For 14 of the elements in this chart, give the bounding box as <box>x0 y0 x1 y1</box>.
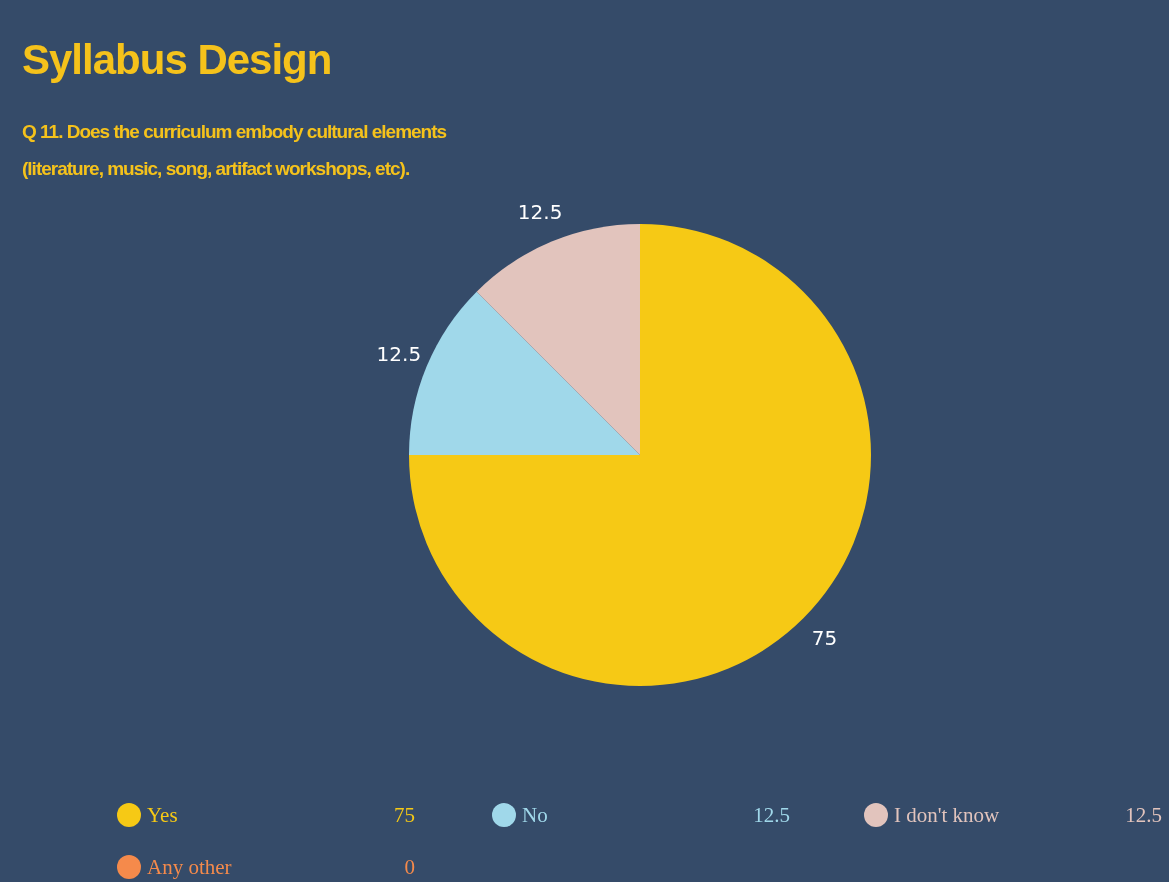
text: 0 <box>404 855 415 879</box>
chart-title: Syllabus Design <box>22 36 332 83</box>
text: 75 <box>394 803 415 827</box>
data-label: 75 <box>811 626 838 651</box>
legend-label: I don't know <box>894 803 1001 827</box>
legend-label: Yes <box>147 803 178 827</box>
text: 12.5 <box>1125 803 1162 827</box>
legend-label: Any other <box>147 855 232 879</box>
chart-subtitle: Q 11. Does the curriculum embody cultural elements (literature, music, song, artifact workshops, etc). <box>22 121 447 179</box>
data-label: 12.5 <box>376 341 422 366</box>
data-label: 12.5 <box>517 200 563 225</box>
pie-slice <box>476 224 640 455</box>
text: 12.5 <box>753 803 790 827</box>
legend-label: No <box>522 803 548 827</box>
